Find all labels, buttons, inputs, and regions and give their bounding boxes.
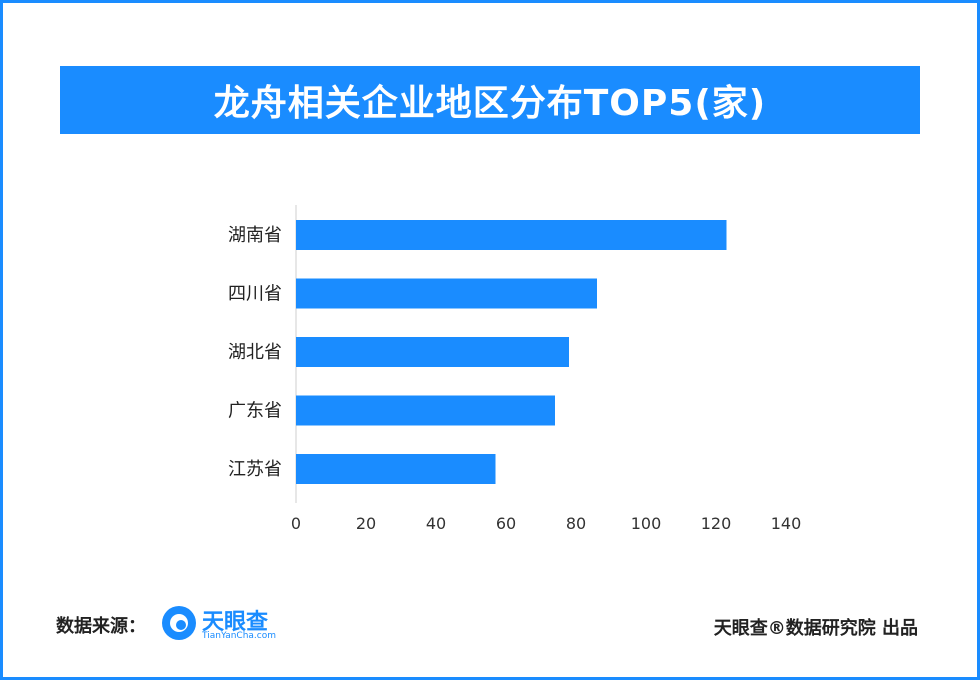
bar-4 — [296, 454, 496, 484]
x-tick-label: 0 — [291, 514, 301, 533]
title-banner: 龙舟相关企业地区分布TOP5(家) — [60, 66, 920, 134]
x-tick-label: 100 — [631, 514, 662, 533]
tianyancha-logo: 天眼查 TianYanCha.com — [162, 604, 292, 644]
category-label: 四川省 — [228, 284, 282, 305]
category-label: 江苏省 — [228, 459, 282, 480]
x-tick-label: 120 — [701, 514, 732, 533]
bar-1 — [296, 278, 597, 309]
category-label: 湖南省 — [228, 225, 282, 246]
category-label: 广东省 — [228, 401, 282, 422]
category-label: 湖北省 — [228, 342, 282, 363]
x-tick-label: 20 — [356, 514, 376, 533]
data-source-label: 数据来源： — [56, 616, 146, 637]
x-tick-label: 60 — [496, 514, 516, 533]
logo-subtext: TianYanCha.com — [202, 631, 277, 641]
logo-text: 天眼查 — [202, 610, 269, 635]
x-tick-label: 140 — [771, 514, 802, 533]
bar-3 — [296, 395, 555, 426]
x-tick-label: 40 — [426, 514, 446, 533]
x-tick-labels: 0 20 40 60 80 100 120 140 — [291, 514, 801, 533]
bars-group — [296, 220, 727, 484]
x-tick-label: 80 — [566, 514, 586, 533]
page-title: 龙舟相关企业地区分布TOP5(家) — [213, 83, 767, 124]
bar-0 — [296, 220, 727, 250]
logo-icon — [162, 606, 196, 640]
bar-2 — [296, 337, 569, 367]
credit-label: 天眼查®数据研究院 出品 — [713, 618, 918, 639]
